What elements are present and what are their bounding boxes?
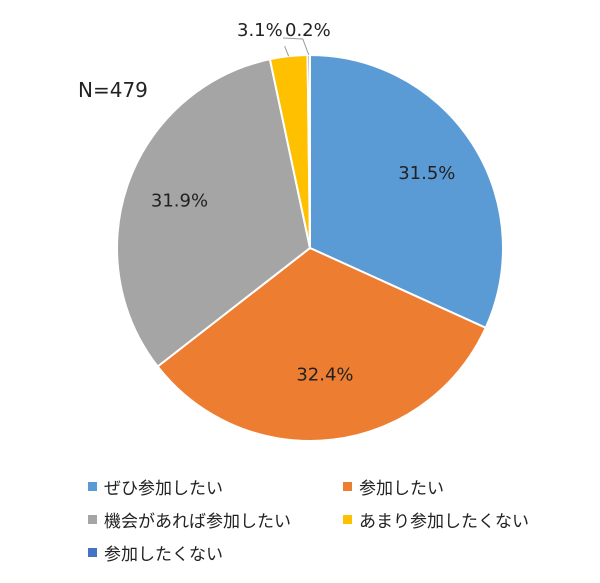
legend-label: あまり参加したくない	[359, 512, 529, 532]
sample-size-label: N=479	[78, 78, 148, 102]
slice-labels: 31.5% 32.4% 31.9% 3.1% 0.2%	[151, 20, 456, 386]
legend-swatch	[88, 548, 97, 557]
pie-slice	[306, 53, 311, 249]
leader-line	[282, 37, 310, 56]
legend-item: 参加したい	[343, 474, 444, 499]
pie-slice	[309, 53, 504, 330]
legend-swatch	[343, 515, 352, 524]
slice-label: 32.4%	[296, 365, 353, 386]
legend-swatch	[88, 482, 97, 491]
leader-lines	[282, 37, 310, 57]
legend-item: あまり参加したくない	[343, 507, 529, 532]
legend-swatch	[343, 482, 352, 491]
legend-label: 機会があれば参加したい	[104, 512, 291, 532]
leader-line	[284, 46, 290, 57]
legend-label: 参加したくない	[104, 545, 223, 565]
legend-item: 参加したくない	[88, 540, 223, 565]
slice-label: 3.1%	[237, 20, 283, 41]
legend-swatch	[88, 515, 97, 524]
slice-label: 31.5%	[398, 163, 455, 184]
slice-label: 31.9%	[151, 190, 208, 211]
pie-slice	[156, 246, 488, 442]
legend-label: 参加したい	[359, 479, 444, 499]
slice-label: 0.2%	[285, 20, 331, 41]
legend-item: ぜひ参加したい	[88, 474, 223, 499]
legend-label: ぜひ参加したい	[104, 479, 223, 499]
legend-item: 機会があれば参加したい	[88, 507, 291, 532]
pie-slice	[116, 58, 312, 368]
pie-slices	[116, 53, 504, 442]
